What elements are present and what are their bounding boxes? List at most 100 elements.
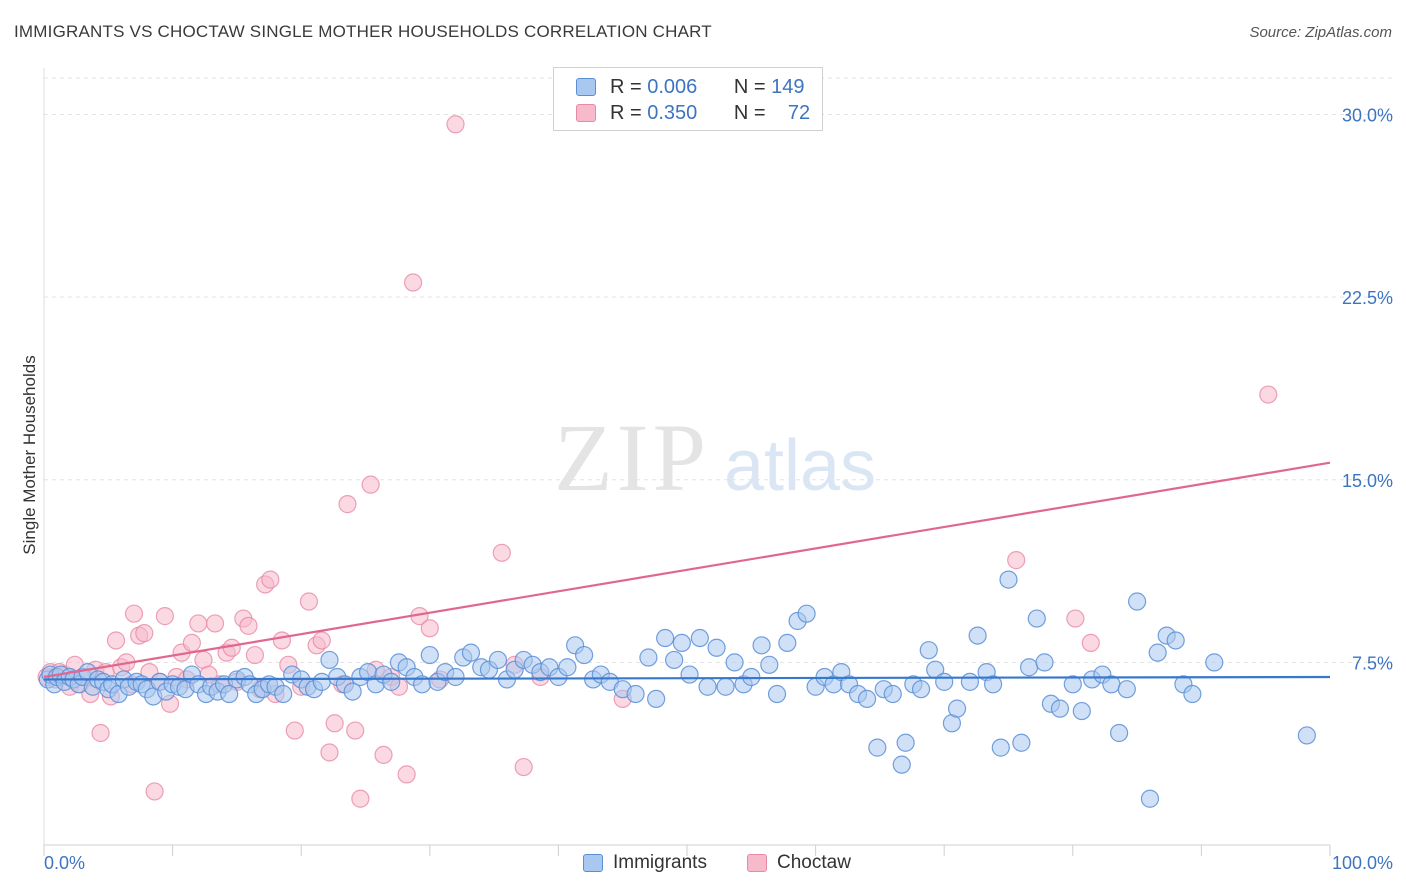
choctaw-point <box>182 633 201 653</box>
immigrants-point <box>665 650 684 670</box>
immigrants-point <box>626 684 645 704</box>
bottom-legend-label: Immigrants <box>613 852 707 873</box>
choctaw-point <box>299 592 319 611</box>
immigrants-point <box>1050 699 1070 718</box>
immigrants-point <box>639 648 658 667</box>
immigrants-point <box>896 733 915 752</box>
choctaw-point <box>320 743 339 762</box>
choctaw-point <box>446 115 465 134</box>
legend-n-value: 149 <box>771 75 805 98</box>
legend-r-label: R = <box>610 101 642 124</box>
immigrants-point <box>220 684 239 704</box>
chart-title: IMMIGRANTS VS CHOCTAW SINGLE MOTHER HOUS… <box>14 22 712 41</box>
legend-swatch-pink <box>576 104 596 122</box>
choctaw-point <box>124 604 144 623</box>
immigrants-point <box>760 655 779 674</box>
immigrants-point <box>575 645 594 665</box>
immigrants-point <box>892 755 911 774</box>
choctaw-point <box>189 614 208 633</box>
immigrants-point <box>868 738 887 757</box>
legend-n-label: N = <box>733 101 766 124</box>
legend-r-value: 0.006 <box>647 75 698 98</box>
legend-swatch-blue <box>576 78 596 96</box>
immigrants-point <box>1117 680 1136 699</box>
immigrants-point <box>1297 726 1316 745</box>
choctaw-point <box>374 745 393 765</box>
axes <box>43 68 1331 856</box>
immigrants-point <box>672 633 691 653</box>
immigrants-point <box>752 636 771 655</box>
immigrants-point <box>312 672 331 691</box>
choctaw-trend-line <box>43 461 1331 679</box>
immigrants-point <box>968 626 987 645</box>
choctaw-point <box>145 782 164 801</box>
choctaw-point <box>514 757 533 777</box>
choctaw-point <box>403 273 423 292</box>
immigrants-point <box>983 675 1003 694</box>
bottom-swatch-pink <box>747 854 767 872</box>
watermark: ZIP atlas <box>554 404 876 511</box>
immigrants-point <box>1072 701 1091 721</box>
immigrants-point <box>420 645 439 665</box>
choctaw-point <box>361 475 380 494</box>
choctaw-point <box>351 789 370 808</box>
immigrants-points <box>38 570 1316 808</box>
choctaw-point <box>272 631 292 650</box>
bottom-legend-immigrants: Immigrants <box>583 852 707 874</box>
choctaw-point <box>261 570 280 589</box>
immigrants-point <box>656 628 675 648</box>
immigrants-point <box>320 650 339 670</box>
immigrants-point <box>1109 723 1129 743</box>
immigrants-point <box>707 638 726 657</box>
choctaw-point <box>91 723 110 743</box>
gridlines <box>44 77 1392 663</box>
y-tick-label: 30.0% <box>1342 106 1393 126</box>
choctaw-point <box>245 645 265 665</box>
legend-n-value: 72 <box>787 101 811 124</box>
immigrants-point <box>725 653 744 672</box>
immigrants-point <box>935 672 954 691</box>
immigrants-point <box>343 682 362 701</box>
choctaw-point <box>106 631 126 650</box>
choctaw-point <box>338 495 357 514</box>
immigrants-point <box>1205 653 1224 672</box>
immigrants-point <box>274 684 293 704</box>
immigrants-point <box>680 665 699 684</box>
immigrants-point <box>883 684 902 704</box>
immigrants-point <box>1140 789 1160 808</box>
immigrants-point <box>1019 658 1039 677</box>
immigrants-point <box>960 672 980 691</box>
immigrants-point <box>1148 643 1167 662</box>
legend-r-value: 0.350 <box>647 101 698 124</box>
immigrants-point <box>1012 733 1031 752</box>
immigrants-point <box>999 570 1018 589</box>
choctaw-point <box>312 631 331 650</box>
watermark-atlas: atlas <box>724 426 876 506</box>
choctaw-point <box>325 714 344 733</box>
choctaw-point <box>492 543 511 562</box>
choctaw-point <box>1007 551 1026 570</box>
choctaw-point <box>135 624 154 643</box>
immigrants-point <box>461 643 481 662</box>
choctaw-point <box>346 721 365 740</box>
bottom-legend-choctaw: Choctaw <box>747 852 851 874</box>
choctaw-point <box>155 607 174 626</box>
immigrants-point <box>698 677 717 696</box>
immigrants-point <box>857 689 877 709</box>
x-tick-label: 100.0% <box>1332 853 1393 873</box>
choctaw-point <box>1259 385 1278 404</box>
y-tick-label: 7.5% <box>1352 653 1393 673</box>
y-tick-label: 15.0% <box>1342 471 1393 491</box>
y-tick-label: 22.5% <box>1342 288 1393 308</box>
legend-n-label: N = <box>733 75 766 98</box>
immigrants-point <box>1127 592 1147 611</box>
immigrants-point <box>797 604 816 623</box>
legend-r-label: R = <box>610 75 642 98</box>
choctaw-point <box>397 765 416 784</box>
immigrants-trend-line <box>43 675 1331 681</box>
immigrants-point <box>690 628 709 648</box>
trend-lines <box>43 461 1331 681</box>
choctaw-point <box>1081 633 1100 653</box>
choctaw-point <box>239 616 258 635</box>
choctaw-point <box>1066 609 1085 628</box>
